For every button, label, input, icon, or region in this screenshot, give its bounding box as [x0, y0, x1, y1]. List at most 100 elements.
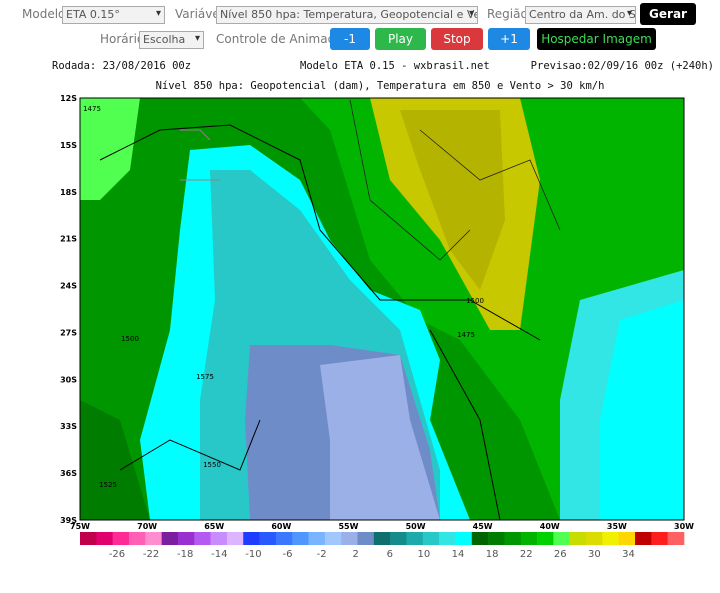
colorbar-label: -18 — [177, 549, 193, 560]
map-title: Nível 850 hpa: Geopotencial (dam), Tempe… — [155, 80, 605, 92]
colorbar-label: 30 — [588, 549, 601, 560]
lon-label: 55W — [338, 522, 358, 531]
lat-label: 30S — [60, 375, 77, 384]
select[interactable]: Escolha — [139, 31, 204, 49]
colorbar-swatch — [586, 532, 603, 545]
forecast-label: Previsao:02/09/16 00z (+240h) — [530, 60, 714, 72]
colorbar-swatch — [373, 532, 391, 545]
contour-label: 1500 — [121, 335, 139, 343]
colorbar-swatch — [651, 532, 668, 545]
contour-label: 1475 — [457, 331, 475, 339]
colorbar-swatch — [194, 532, 211, 545]
colorbar-label: 6 — [387, 549, 393, 560]
colorbar-swatch — [259, 532, 277, 545]
colorbar-swatch — [357, 532, 375, 545]
map-field — [80, 98, 684, 520]
label: Região: — [487, 7, 532, 21]
colorbar-swatch — [243, 532, 260, 545]
colorbar-swatch — [635, 532, 652, 545]
colorbar-swatch — [292, 532, 309, 545]
lon-label: 60W — [271, 522, 291, 531]
run-label: Rodada: 23/08/2016 00z — [52, 60, 192, 72]
colorbar-swatch — [455, 532, 473, 545]
model-label: Modelo ETA 0.15 - wxbrasil.net — [300, 60, 490, 72]
colorbar-label: 2 — [353, 549, 359, 560]
colorbar-label: 10 — [418, 549, 431, 560]
lat-label: 39S — [60, 516, 77, 525]
colorbar-swatch — [128, 532, 146, 545]
lat-label: 27S — [60, 328, 77, 337]
colorbar-label: 18 — [486, 549, 499, 560]
colorbar-swatch — [667, 532, 685, 545]
colorbar-swatch — [308, 532, 326, 545]
lat-label: 12S — [60, 94, 77, 103]
label: Controle de Animação: — [216, 32, 353, 46]
lon-label: 30W — [674, 522, 694, 531]
colorbar-swatch — [341, 532, 358, 545]
lon-label: 75W — [70, 522, 90, 531]
lat-label: 33S — [60, 422, 77, 431]
colorbar-swatch — [422, 532, 440, 545]
button[interactable]: Stop — [431, 28, 483, 50]
select[interactable]: Nível 850 hpa: Temperatura, Geopotencial… — [216, 6, 478, 24]
colorbar-label: 26 — [554, 549, 567, 560]
button[interactable]: Hospedar Imagem — [537, 28, 656, 50]
colorbar-swatch — [226, 532, 244, 545]
contour-label: 1500 — [466, 297, 484, 305]
label: Modelo: — [22, 7, 70, 21]
colorbar-label: -26 — [109, 549, 125, 560]
colorbar-swatch — [602, 532, 620, 545]
colorbar-label: -14 — [211, 549, 227, 560]
colorbar-label: 14 — [452, 549, 465, 560]
lat-label: 36S — [60, 469, 77, 478]
contour-label: 1475 — [83, 105, 101, 113]
colorbar-swatch — [618, 532, 636, 545]
lat-label: 21S — [60, 235, 77, 244]
colorbar-swatch — [324, 532, 342, 545]
contour-label: 1525 — [99, 481, 117, 489]
colorbar-swatch — [80, 532, 97, 545]
colorbar-swatch — [471, 532, 489, 545]
button[interactable]: Gerar — [640, 3, 696, 25]
colorbar-label: 34 — [622, 549, 635, 560]
lat-label: 24S — [60, 282, 77, 291]
select[interactable]: ETA 0.15° — [62, 6, 165, 24]
label: Horário: — [100, 32, 149, 46]
colorbar-swatch — [145, 532, 162, 545]
colorbar-label: -2 — [317, 549, 327, 560]
colorbar-swatch — [569, 532, 587, 545]
lon-label: 70W — [137, 522, 157, 531]
lat-label: 18S — [60, 188, 77, 197]
label: Variável: — [175, 7, 228, 21]
colorbar-swatch — [210, 532, 228, 545]
button[interactable]: +1 — [488, 28, 530, 50]
lon-label: 35W — [607, 522, 627, 531]
colorbar-label: 22 — [520, 549, 533, 560]
colorbar-swatch — [488, 532, 505, 545]
colorbar-swatch — [112, 532, 130, 545]
colorbar-swatch — [390, 532, 407, 545]
lon-label: 40W — [540, 522, 560, 531]
colorbar-label: -10 — [245, 549, 261, 560]
lat-label: 15S — [60, 141, 77, 150]
lon-label: 45W — [473, 522, 493, 531]
button[interactable]: Play — [375, 28, 426, 50]
colorbar-swatch — [439, 532, 456, 545]
colorbar-swatch — [504, 532, 522, 545]
colorbar-swatch — [161, 532, 179, 545]
colorbar-swatch — [177, 532, 195, 545]
colorbar-swatch — [537, 532, 554, 545]
select[interactable]: Centro da Am. do Sul — [525, 6, 636, 24]
colorbar-swatch — [275, 532, 293, 545]
colorbar-swatch — [96, 532, 113, 545]
lon-label: 65W — [204, 522, 224, 531]
colorbar-swatch — [553, 532, 571, 545]
colorbar-swatch — [520, 532, 538, 545]
colorbar-label: -6 — [283, 549, 293, 560]
lon-label: 50W — [406, 522, 426, 531]
button[interactable]: -1 — [330, 28, 370, 50]
colorbar-label: -22 — [143, 549, 159, 560]
colorbar-swatch — [406, 532, 424, 545]
